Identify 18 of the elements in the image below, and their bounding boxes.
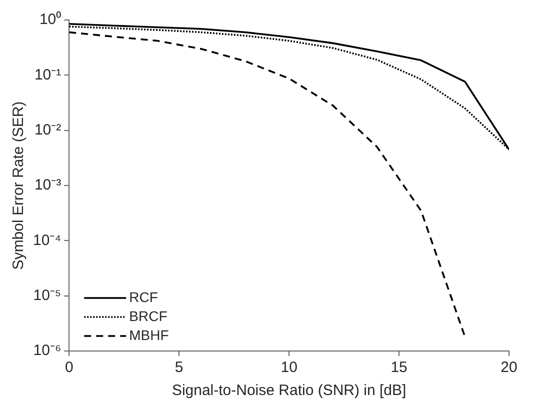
x-tick-label: 10 bbox=[280, 359, 298, 376]
legend-label: BRCF bbox=[129, 308, 168, 324]
y-tick-label: 10⁻¹ bbox=[34, 66, 62, 84]
line-series bbox=[69, 31, 466, 338]
y-tick-label: 10⁻³ bbox=[34, 176, 62, 194]
y-tick-label: 10⁻⁵ bbox=[33, 286, 62, 304]
legend-label: RCF bbox=[129, 288, 158, 305]
y-tick-label: 10⁰ bbox=[39, 11, 62, 28]
x-tick-label: 15 bbox=[390, 359, 408, 376]
legend-label: MBHF bbox=[129, 326, 169, 343]
x-tick-label: 0 bbox=[64, 359, 74, 376]
x-tick-label: 20 bbox=[500, 359, 518, 376]
y-axis-title: Symbol Error Rate (SER) bbox=[10, 101, 28, 270]
y-tick-label: 10⁻² bbox=[34, 121, 62, 138]
y-tick-label: 10⁻⁶ bbox=[33, 342, 62, 360]
y-tick-label: 10⁻⁴ bbox=[32, 232, 62, 249]
x-tick-label: 5 bbox=[174, 359, 184, 376]
x-axis-title: Signal-to-Noise Ratio (SNR) in [dB] bbox=[172, 382, 406, 400]
